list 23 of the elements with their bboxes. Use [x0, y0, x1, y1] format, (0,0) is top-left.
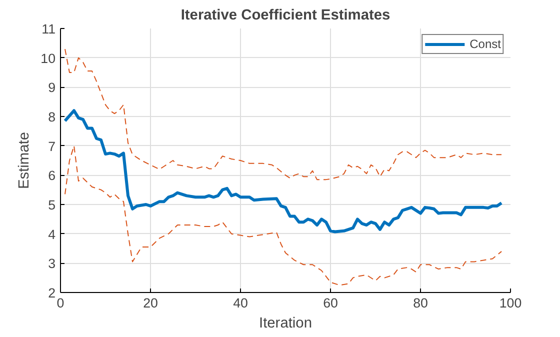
y-tick-label: 4 [48, 226, 56, 242]
y-tick-label: 10 [40, 50, 56, 66]
y-tick-label: 9 [48, 80, 56, 96]
y-tick-label: 5 [48, 198, 56, 212]
x-tick-label: 40 [233, 296, 248, 310]
y-tick-label: 3 [48, 256, 56, 272]
x-tick-label: 0 [56, 296, 64, 310]
chart-title: Iterative Coefficient Estimates [180, 8, 390, 24]
line-series [64, 48, 502, 180]
x-tick-label: 20 [143, 296, 158, 310]
y-tick-label: 2 [48, 286, 56, 300]
x-tick-label: 100 [499, 296, 522, 310]
y-tick-label: 7 [48, 138, 56, 154]
y-tick-label: 11 [42, 22, 56, 36]
line-series [64, 145, 502, 286]
x-tick-label: 80 [413, 296, 428, 310]
y-tick-label: 6 [48, 168, 56, 184]
line-series [64, 109, 503, 234]
x-tick-label: 60 [323, 296, 338, 310]
y-tick-label: 8 [48, 110, 56, 124]
legend-label: Const [470, 37, 501, 51]
y-axis-title: Estimate [16, 132, 33, 190]
x-axis-title: Iteration [259, 316, 312, 332]
